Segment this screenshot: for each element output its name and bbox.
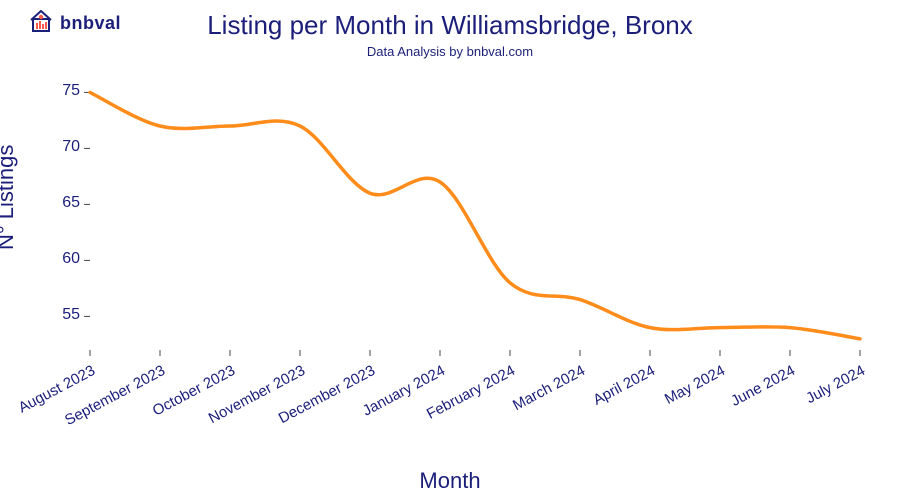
y-tick: 55 xyxy=(48,306,80,324)
y-tick: 75 xyxy=(48,82,80,100)
y-tick: 60 xyxy=(48,250,80,268)
y-tick: 65 xyxy=(48,194,80,212)
y-tick: 70 xyxy=(48,138,80,156)
chart-canvas: bnbval Listing per Month in Williamsbrid… xyxy=(0,0,900,500)
